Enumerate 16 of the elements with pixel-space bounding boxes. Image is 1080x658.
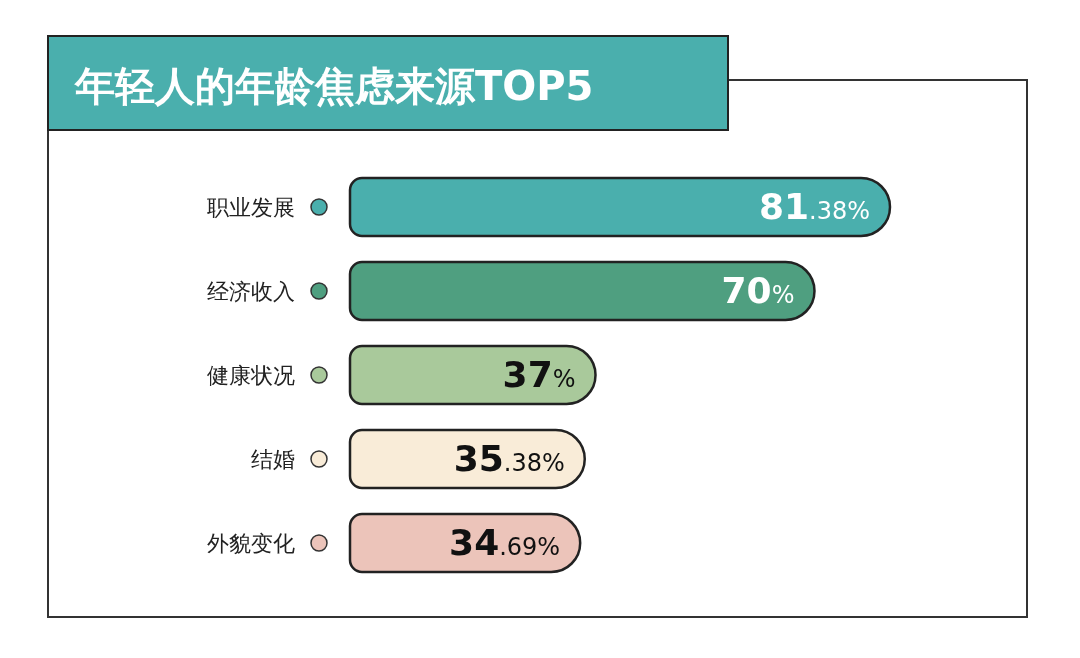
bar xyxy=(348,176,892,238)
bar xyxy=(348,428,586,490)
bar xyxy=(348,260,816,322)
y-tick-label: 职业发展 xyxy=(207,195,295,220)
chart-title: 年轻人的年龄焦虑来源TOP5 xyxy=(74,63,594,109)
data-label: 37% xyxy=(502,354,576,395)
bar xyxy=(348,344,597,406)
data-label: 81.38% xyxy=(758,186,870,227)
y-tick-label: 经济收入 xyxy=(207,279,295,304)
data-label: 70% xyxy=(721,270,795,311)
data-label: 34.69% xyxy=(449,522,561,563)
data-label: 35.38% xyxy=(453,438,565,479)
y-tick-label: 外貌变化 xyxy=(207,531,295,556)
y-tick-label: 结婚 xyxy=(251,447,295,472)
bar xyxy=(348,512,582,574)
y-tick-label: 健康状况 xyxy=(207,363,295,388)
